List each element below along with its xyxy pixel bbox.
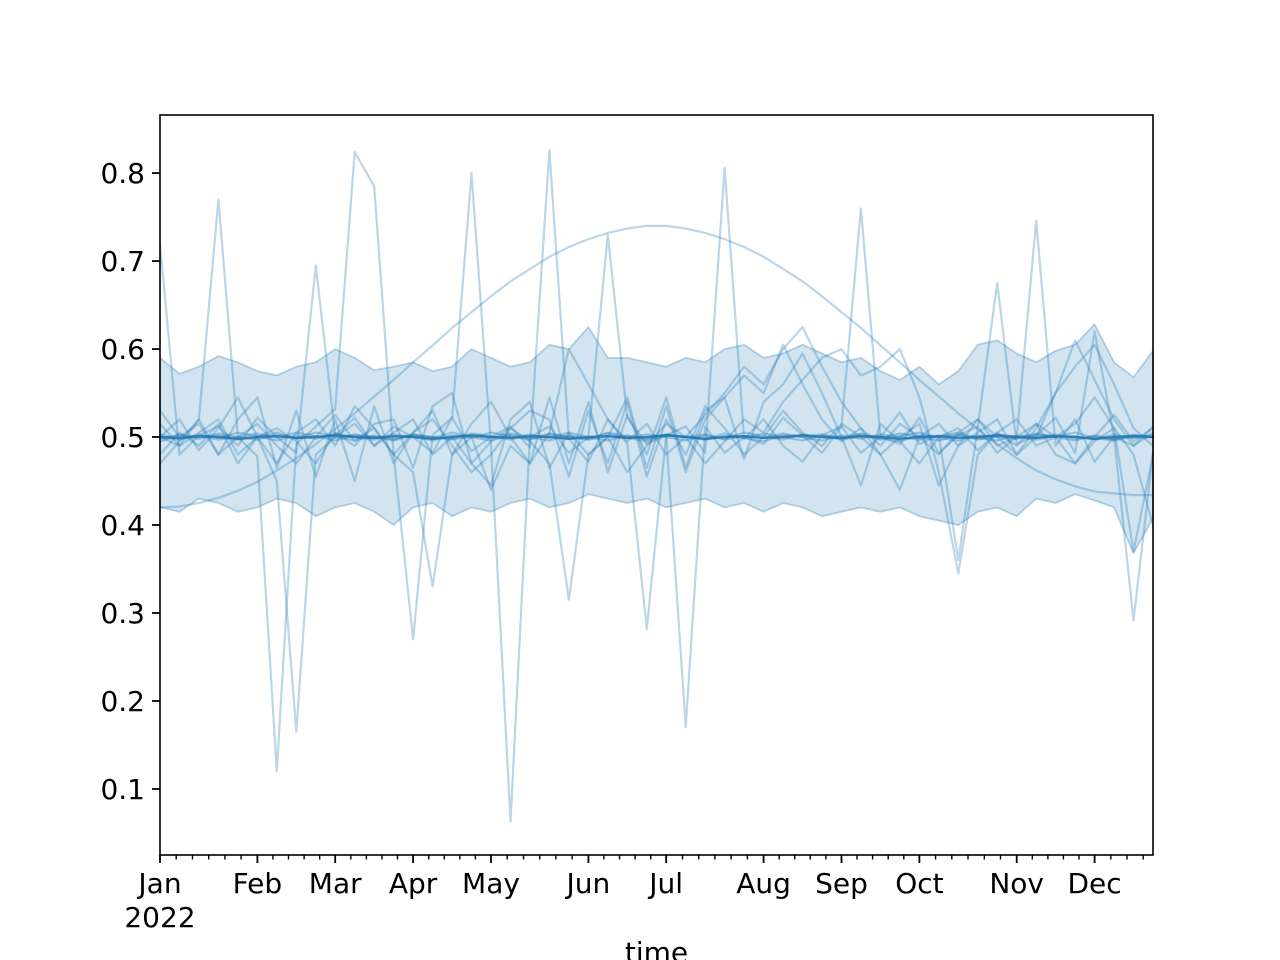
y-tick-label: 0.3 — [100, 597, 145, 630]
x-tick-label: Oct — [895, 867, 943, 900]
y-tick-label: 0.1 — [100, 773, 145, 806]
x-tick-label: Jun — [565, 867, 611, 900]
series-member-6 — [158, 343, 1155, 733]
x-tick-label: Mar — [309, 867, 362, 900]
y-tick-label: 0.5 — [100, 421, 145, 454]
x-tick-label: Aug — [736, 867, 791, 900]
x-tick-label: May — [462, 867, 520, 900]
y-tick-label: 0.2 — [100, 685, 145, 718]
x-tick-label: Apr — [389, 867, 438, 900]
x-tick-label: Sep — [815, 867, 868, 900]
series-member-1 — [158, 149, 1155, 773]
series-member-5 — [158, 348, 1155, 575]
y-tick-label: 0.7 — [100, 245, 145, 278]
x-tick-label: Nov — [989, 867, 1044, 900]
series-member-2 — [158, 172, 1155, 823]
series-median — [158, 434, 1155, 440]
y-tick-label: 0.6 — [100, 333, 145, 366]
x-tick-label: Dec — [1068, 867, 1122, 900]
series-member-7 — [158, 326, 1155, 491]
series-member-3 — [158, 339, 1155, 588]
y-tick-label: 0.8 — [100, 157, 145, 190]
year-label: 2022 — [124, 901, 195, 934]
x-axis-label: time — [624, 936, 689, 960]
x-tick-label: Jan — [136, 867, 181, 900]
plot-border — [159, 114, 1154, 856]
y-tick-label: 0.4 — [100, 509, 145, 542]
x-tick-label: Jul — [647, 867, 683, 900]
x-tick-label: Feb — [233, 867, 283, 900]
